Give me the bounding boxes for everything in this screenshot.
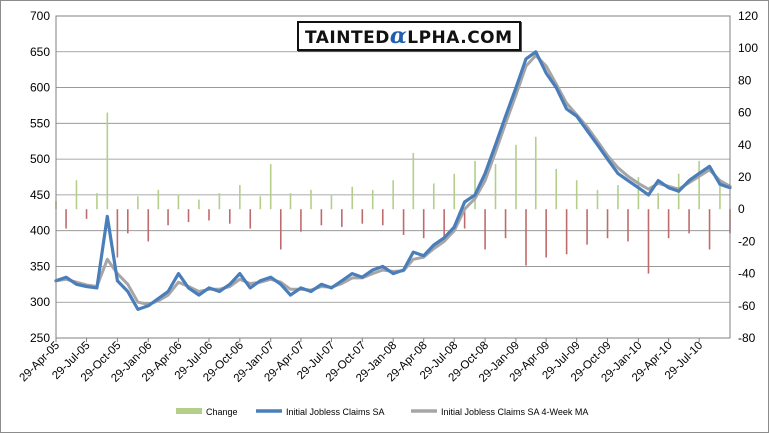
logo-text: TAINTEDαLPHA.COM bbox=[305, 23, 513, 49]
legend-label: Initial Jobless Claims SA 4-Week MA bbox=[441, 407, 588, 417]
y-right-tick-label: -20 bbox=[738, 234, 756, 248]
y-left-tick-label: 700 bbox=[30, 9, 50, 23]
y-right-tick-label: -60 bbox=[738, 299, 756, 313]
y-right-tick-label: 60 bbox=[738, 106, 752, 120]
ma-line bbox=[54, 53, 732, 306]
tick-labels: 250300350400450500550600650700-80-60-40-… bbox=[17, 9, 758, 385]
logo-prefix: TAINTED bbox=[305, 28, 390, 48]
y-left-tick-label: 650 bbox=[30, 45, 50, 59]
y-right-tick-label: 80 bbox=[738, 73, 752, 87]
claims-line bbox=[54, 50, 732, 311]
y-right-tick-label: 20 bbox=[738, 170, 752, 184]
axes bbox=[55, 15, 731, 342]
ma-line-group bbox=[54, 53, 732, 306]
taintedalpha-logo: TAINTEDαLPHA.COM bbox=[297, 21, 521, 51]
y-left-tick-label: 450 bbox=[30, 188, 50, 202]
y-left-tick-label: 350 bbox=[30, 259, 50, 273]
y-left-tick-label: 500 bbox=[30, 152, 50, 166]
y-right-tick-label: 120 bbox=[738, 9, 758, 23]
y-left-tick-label: 400 bbox=[30, 224, 50, 238]
logo-alpha-glyph: α bbox=[389, 23, 408, 49]
grid-lines bbox=[56, 51, 730, 303]
y-left-tick-label: 250 bbox=[30, 331, 50, 345]
y-right-tick-label: -40 bbox=[738, 267, 756, 281]
legend-swatch-change bbox=[176, 408, 202, 414]
y-right-tick-label: 100 bbox=[738, 41, 758, 55]
y-left-tick-label: 300 bbox=[30, 295, 50, 309]
y-right-tick-label: -80 bbox=[738, 331, 756, 345]
change-bars bbox=[55, 112, 731, 274]
y-left-tick-label: 550 bbox=[30, 116, 50, 130]
legend: Change Initial Jobless Claims SA Initial J… bbox=[176, 407, 588, 417]
legend-label: Initial Jobless Claims SA bbox=[286, 407, 385, 417]
y-right-tick-label: 0 bbox=[738, 202, 745, 216]
claims-line-group bbox=[54, 50, 732, 311]
legend-label: Change bbox=[206, 407, 238, 417]
y-left-tick-label: 600 bbox=[30, 81, 50, 95]
y-right-tick-label: 40 bbox=[738, 138, 752, 152]
logo-suffix: LPHA.COM bbox=[407, 28, 513, 48]
